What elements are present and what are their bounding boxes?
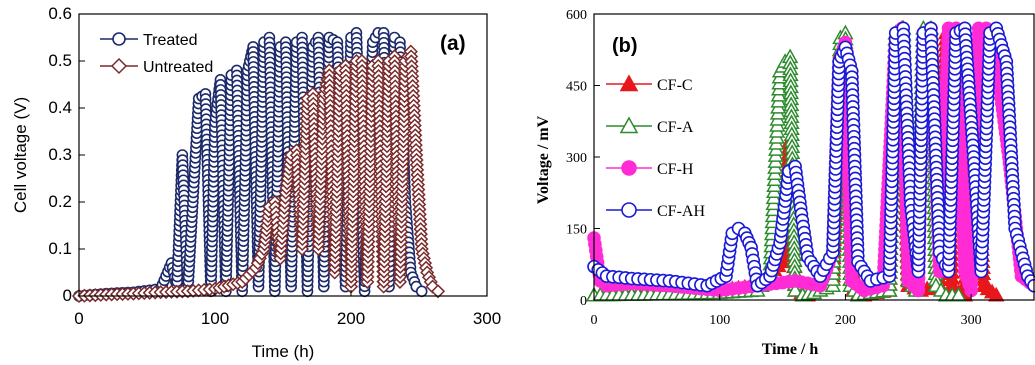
y-tick-label: 0 — [580, 294, 587, 309]
legend-marker-cf-a — [619, 116, 639, 134]
y-tick-label: 150 — [566, 223, 587, 238]
y-tick-label: 0.4 — [48, 98, 72, 117]
legend-untreated-label: Untreated — [143, 59, 213, 76]
panel-b-y-axis-label: Voltage / mV — [535, 115, 552, 204]
x-tick-label: 300 — [961, 313, 982, 328]
y-tick-label: 0.5 — [48, 51, 72, 70]
legend-untreated-marker — [110, 57, 128, 75]
x-tick-label: 200 — [337, 309, 365, 328]
panel-a-legend: Treated Untreated — [100, 32, 213, 76]
y-tick-label: 0.3 — [48, 145, 72, 164]
series-untreated — [71, 44, 446, 304]
panel-b-x-axis-label: Time / h — [762, 341, 819, 358]
x-tick-label: 0 — [74, 309, 83, 328]
y-tick-label: 450 — [566, 80, 587, 95]
legend-marker-treated — [112, 32, 126, 46]
x-tick-label: 200 — [835, 313, 856, 328]
panel-b-label: (b) — [612, 35, 638, 57]
y-tick-label: 0.1 — [48, 239, 72, 258]
legend-treated-label: Treated — [143, 32, 198, 49]
panel-a-y-axis-label: Cell voltage (V) — [11, 97, 30, 213]
chart-panel-b: 0 100 200 300 0 150 300 450 600 (b) Time / h Vol… — [535, 8, 1035, 358]
data-point — [415, 285, 428, 298]
legend-cf-h-marker — [621, 160, 637, 176]
legend-treated-marker — [112, 32, 126, 46]
y-tick-label: 300 — [566, 151, 587, 166]
legend-cf-a-marker — [619, 116, 639, 134]
legend-cf-c-marker — [619, 74, 639, 92]
legend-cf-c-label: CF-C — [657, 77, 693, 94]
legend-cf-h-label: CF-H — [657, 161, 694, 178]
series-markers-untreated — [71, 44, 446, 304]
panel-a-x-axis-label: Time (h) — [252, 342, 315, 361]
y-tick-label: 0.6 — [48, 4, 72, 23]
legend-cf-ah-label: CF-AH — [657, 203, 705, 220]
legend-marker-cf-c — [619, 74, 639, 92]
panel-a-plot-area — [71, 26, 446, 304]
legend-marker-untreated — [110, 57, 128, 75]
legend-cf-a-label: CF-A — [657, 119, 694, 136]
panel-a-label: (a) — [440, 32, 466, 55]
x-tick-label: 100 — [709, 313, 730, 328]
chart-panel-a: 0 100 200 300 0 0.1 0.2 0.3 0.4 0.5 0.6 (a) Time (… — [11, 4, 501, 361]
x-tick-label: 100 — [201, 309, 229, 328]
legend-marker-cf-ah — [621, 202, 637, 218]
x-tick-label: 300 — [473, 309, 501, 328]
legend-marker-cf-h — [621, 160, 637, 176]
panel-b-plot-area — [585, 19, 1035, 302]
legend-cf-ah-marker — [621, 202, 637, 218]
y-tick-label: 600 — [566, 8, 587, 23]
panel-b-legend: CF-C CF-A CF-H CF-AH — [606, 74, 705, 220]
y-tick-label: 0.2 — [48, 192, 72, 211]
y-tick-label: 0 — [63, 286, 72, 305]
x-tick-label: 0 — [591, 313, 598, 328]
